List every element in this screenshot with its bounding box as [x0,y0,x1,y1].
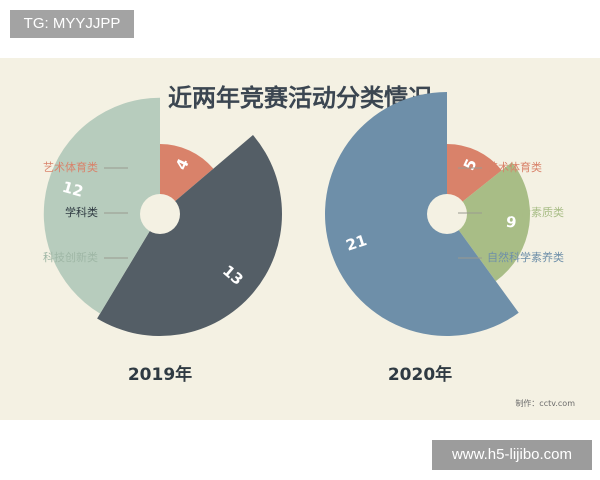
chart-2020-year-label: 2020年 [388,364,452,385]
center-hole-0 [140,194,180,234]
slice-value-label-0-2: 12 [60,178,85,201]
category-label-1-0: 艺术体育类 [487,160,542,174]
category-label-0-0: 艺术体育类 [43,160,98,174]
category-label-0-2: 科技创新类 [43,250,98,264]
category-label-0-1: 学科类 [65,205,98,219]
chart-2019-year-label: 2019年 [128,364,192,385]
slice-1-1 [447,162,530,282]
slice-1-2 [324,92,519,337]
slice-value-label-1-1: 9 [505,213,518,232]
slice-0-1 [97,135,282,336]
slice-0-2 [43,97,161,314]
top-watermark: TG: MYYJJPP [10,10,134,38]
category-label-1-1: 人文综合素质类 [487,205,564,219]
slice-value-label-1-2: 21 [344,231,369,255]
category-label-1-2: 自然科学素养类 [487,250,564,264]
source-credit: 制作：cctv.com [515,398,575,408]
center-hole-1 [427,194,467,234]
bottom-watermark: www.h5-lijibo.com [432,440,592,470]
slice-1-0 [447,144,502,214]
slice-0-0 [160,144,214,214]
